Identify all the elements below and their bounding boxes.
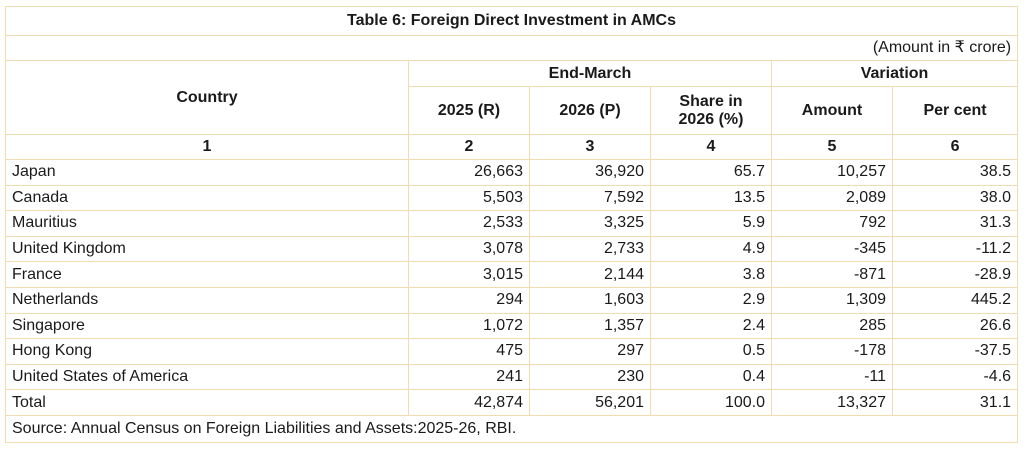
table-row: Mauritius 2,533 3,325 5.9 792 31.3 [5, 210, 1019, 237]
header-2026: 2026 (P) [529, 86, 651, 135]
header-group-row: Country End-March Variation [5, 60, 1019, 135]
table-row: Japan 26,663 36,920 65.7 10,257 38.5 [5, 159, 1019, 186]
cell-country: Canada [5, 184, 409, 212]
cell-2025: 26,663 [408, 159, 530, 186]
cell-amount: -178 [771, 338, 893, 365]
cell-amount: 2,089 [771, 184, 893, 212]
fdi-table-container: Table 6: Foreign Direct Investment in AM… [4, 6, 1019, 443]
column-number: 2 [408, 134, 530, 160]
cell-country: Mauritius [5, 210, 409, 237]
cell-2026: 56,201 [529, 389, 651, 416]
column-number: 5 [771, 134, 893, 160]
cell-share: 0.5 [650, 338, 772, 365]
cell-2025: 5,503 [408, 184, 530, 212]
cell-country: United States of America [5, 363, 409, 391]
cell-2026: 7,592 [529, 184, 651, 212]
cell-share: 2.9 [650, 286, 772, 314]
cell-per-cent: 38.5 [891, 159, 1019, 186]
unit-note: (Amount in ₹ crore) [4, 35, 1019, 61]
table-row: Hong Kong 475 297 0.5 -178 -37.5 [5, 338, 1019, 365]
cell-2025: 42,874 [408, 389, 530, 416]
cell-per-cent: -11.2 [891, 235, 1019, 263]
fdi-table: Table 6: Foreign Direct Investment in AM… [4, 6, 1019, 443]
cell-country: Japan [5, 159, 409, 186]
cell-2026: 1,603 [529, 286, 651, 314]
header-share: Share in 2026 (%) [650, 86, 772, 135]
header-share-line1: Share in [679, 92, 743, 110]
source-note: Source: Annual Census on Foreign Liabili… [4, 414, 1019, 443]
cell-2025: 2,533 [408, 210, 530, 237]
cell-2025: 475 [408, 338, 530, 365]
cell-2026: 2,144 [529, 261, 651, 288]
cell-share: 5.9 [650, 210, 772, 237]
cell-amount: -11 [771, 363, 893, 391]
header-country: Country [5, 60, 409, 135]
cell-amount: 792 [771, 210, 893, 237]
cell-share: 2.4 [650, 312, 772, 340]
cell-per-cent: -28.9 [891, 261, 1019, 288]
column-number: 4 [650, 134, 772, 160]
header-end-march: End-March [408, 60, 772, 87]
cell-per-cent: 38.0 [891, 184, 1019, 212]
cell-per-cent: -4.6 [891, 363, 1019, 391]
cell-2026: 36,920 [529, 159, 651, 186]
cell-per-cent: 26.6 [891, 312, 1019, 340]
table-row: Canada 5,503 7,592 13.5 2,089 38.0 [5, 184, 1019, 212]
cell-country: France [5, 261, 409, 288]
cell-per-cent: 31.3 [891, 210, 1019, 237]
cell-2025: 294 [408, 286, 530, 314]
cell-country: Singapore [5, 312, 409, 340]
table-row: Singapore 1,072 1,357 2.4 285 26.6 [5, 312, 1019, 340]
cell-amount: 285 [771, 312, 893, 340]
cell-amount: 1,309 [771, 286, 893, 314]
header-sub-row: 2025 (R) 2026 (P) Share in 2026 (%) Amou… [6, 86, 1019, 135]
cell-amount: -871 [771, 261, 893, 288]
cell-country: Netherlands [5, 286, 409, 314]
header-share-line2: 2026 (%) [678, 110, 744, 128]
column-number-row: 1 2 3 4 5 6 [5, 134, 1019, 160]
cell-2025: 1,072 [408, 312, 530, 340]
table-row: Netherlands 294 1,603 2.9 1,309 445.2 [5, 286, 1019, 314]
cell-2026: 1,357 [529, 312, 651, 340]
column-number: 6 [891, 134, 1019, 160]
cell-per-cent: -37.5 [891, 338, 1019, 365]
header-2025: 2025 (R) [408, 86, 530, 135]
header-per-cent: Per cent [891, 86, 1019, 135]
cell-2026: 2,733 [529, 235, 651, 263]
cell-share: 100.0 [650, 389, 772, 416]
cell-share: 3.8 [650, 261, 772, 288]
cell-per-cent: 31.1 [891, 389, 1019, 416]
column-number: 3 [529, 134, 651, 160]
column-number: 1 [5, 134, 409, 160]
cell-amount: 13,327 [771, 389, 893, 416]
table-row: United Kingdom 3,078 2,733 4.9 -345 -11.2 [5, 235, 1019, 263]
cell-2025: 3,015 [408, 261, 530, 288]
cell-2026: 230 [529, 363, 651, 391]
cell-2025: 3,078 [408, 235, 530, 263]
cell-amount: 10,257 [771, 159, 893, 186]
table-title-row: Table 6: Foreign Direct Investment in AM… [4, 6, 1019, 36]
table-row: Total 42,874 56,201 100.0 13,327 31.1 [5, 389, 1019, 416]
cell-per-cent: 445.2 [891, 286, 1019, 314]
cell-amount: -345 [771, 235, 893, 263]
cell-2025: 241 [408, 363, 530, 391]
source-row: Source: Annual Census on Foreign Liabili… [4, 414, 1019, 443]
table-body: Japan 26,663 36,920 65.7 10,257 38.5 Canada 5,5… [5, 159, 1019, 416]
table-title: Table 6: Foreign Direct Investment in AM… [4, 6, 1019, 36]
cell-share: 65.7 [650, 159, 772, 186]
header-variation: Variation [770, 60, 1019, 87]
unit-note-row: (Amount in ₹ crore) [4, 35, 1019, 61]
cell-2026: 3,325 [529, 210, 651, 237]
cell-share: 4.9 [650, 235, 772, 263]
cell-2026: 297 [529, 338, 651, 365]
cell-share: 0.4 [650, 363, 772, 391]
table-row: United States of America 241 230 0.4 -11 -4.6 [5, 363, 1019, 391]
cell-country: Total [5, 389, 409, 416]
header-amount: Amount [771, 86, 893, 135]
cell-country: Hong Kong [5, 338, 409, 365]
cell-share: 13.5 [650, 184, 772, 212]
table-row: France 3,015 2,144 3.8 -871 -28.9 [5, 261, 1019, 288]
cell-country: United Kingdom [5, 235, 409, 263]
